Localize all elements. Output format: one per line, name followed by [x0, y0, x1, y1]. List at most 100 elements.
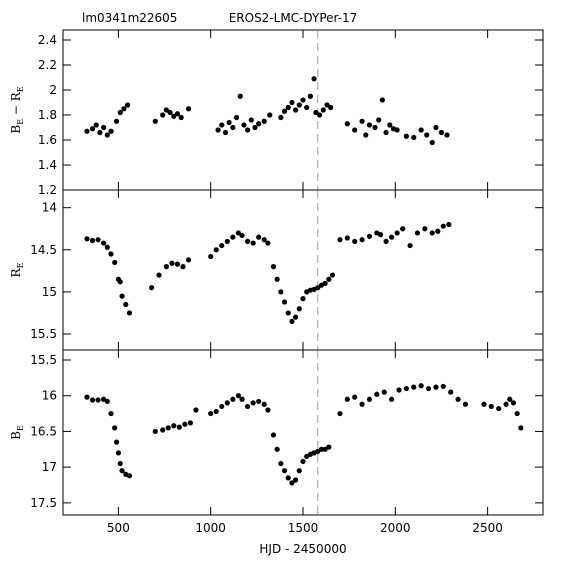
- data-point: [300, 296, 306, 302]
- data-point: [324, 102, 330, 108]
- data-point: [274, 276, 280, 282]
- data-point: [113, 118, 120, 124]
- data-point: [304, 104, 310, 111]
- data-point: [293, 314, 299, 320]
- data-point: [278, 460, 284, 467]
- y-tick-label: 1.6: [38, 133, 57, 147]
- data-point: [352, 238, 358, 244]
- data-point: [418, 127, 424, 133]
- data-point: [389, 396, 395, 402]
- data-point: [278, 114, 284, 121]
- data-point: [84, 128, 90, 134]
- data-point: [224, 400, 230, 406]
- data-point: [104, 398, 110, 405]
- data-point: [126, 310, 133, 316]
- data-point: [433, 384, 439, 390]
- data-point: [171, 423, 177, 429]
- data-point: [281, 468, 288, 474]
- data-point: [414, 230, 421, 236]
- data-point: [440, 383, 446, 390]
- data-point: [160, 427, 166, 433]
- data-point: [125, 102, 131, 108]
- data-point: [424, 132, 430, 138]
- data-point: [514, 410, 520, 417]
- data-point: [396, 387, 402, 393]
- data-point: [219, 122, 225, 128]
- data-point: [104, 244, 110, 250]
- data-point: [328, 104, 334, 111]
- data-point: [115, 450, 121, 456]
- data-point: [95, 237, 101, 243]
- data-point: [344, 235, 350, 241]
- data-point: [230, 396, 236, 402]
- data-point: [455, 396, 461, 402]
- data-point: [119, 293, 125, 299]
- data-point: [267, 112, 273, 118]
- data-point: [377, 232, 384, 238]
- data-point: [245, 127, 251, 133]
- data-point: [222, 129, 229, 136]
- data-point: [296, 468, 302, 474]
- data-point: [481, 401, 487, 407]
- data-point: [230, 234, 236, 240]
- data-point: [233, 114, 240, 121]
- data-point: [359, 118, 365, 124]
- data-point: [293, 107, 299, 113]
- data-point: [503, 401, 509, 407]
- data-point: [256, 121, 262, 127]
- data-point: [407, 242, 413, 249]
- data-point: [169, 260, 175, 266]
- y-tick-label: 14: [42, 201, 57, 215]
- data-point: [174, 111, 181, 117]
- data-point: [315, 285, 321, 291]
- data-point: [281, 108, 288, 114]
- y-axis-label-part: E: [16, 119, 25, 125]
- data-point: [176, 424, 182, 430]
- data-point: [281, 299, 288, 305]
- x-tick-label: 1500: [288, 521, 319, 535]
- data-point: [313, 109, 319, 116]
- data-point: [261, 401, 267, 407]
- data-point: [208, 410, 214, 417]
- data-point: [374, 391, 380, 397]
- data-point: [95, 397, 101, 403]
- data-point: [174, 261, 181, 267]
- data-point: [444, 132, 450, 138]
- data-point: [213, 408, 219, 415]
- y-tick-label: 16: [42, 389, 57, 403]
- data-point: [403, 133, 409, 139]
- y-tick-label: 15: [42, 285, 57, 299]
- data-point: [462, 401, 469, 407]
- data-point: [379, 97, 385, 103]
- data-point: [97, 129, 103, 136]
- y-tick-label: 2.2: [38, 58, 57, 72]
- y-tick-label: 1.8: [38, 108, 57, 122]
- data-point: [108, 128, 114, 134]
- y-tick-label: 2: [49, 83, 57, 97]
- data-point: [381, 389, 387, 395]
- chart-title: EROS2-LMC-DYPer-17: [229, 11, 358, 25]
- data-point: [326, 444, 332, 450]
- data-point: [425, 385, 432, 392]
- data-point: [149, 285, 155, 291]
- data-point: [278, 289, 284, 295]
- data-point: [101, 240, 107, 246]
- plot-frame: [62, 189, 544, 351]
- data-point: [344, 396, 350, 402]
- data-point: [352, 394, 358, 400]
- y-tick-label: 16.5: [30, 424, 57, 438]
- y-axis-label-part: E: [16, 262, 25, 268]
- data-point: [163, 264, 169, 270]
- data-point: [119, 468, 125, 474]
- data-point: [215, 127, 221, 133]
- data-point: [241, 122, 247, 128]
- data-point: [366, 233, 373, 239]
- plot-frame: [62, 349, 544, 516]
- data-point: [89, 397, 96, 403]
- data-point: [230, 124, 236, 131]
- data-point: [293, 477, 299, 483]
- data-point: [117, 460, 123, 467]
- data-point: [84, 394, 90, 400]
- data-point: [112, 259, 118, 266]
